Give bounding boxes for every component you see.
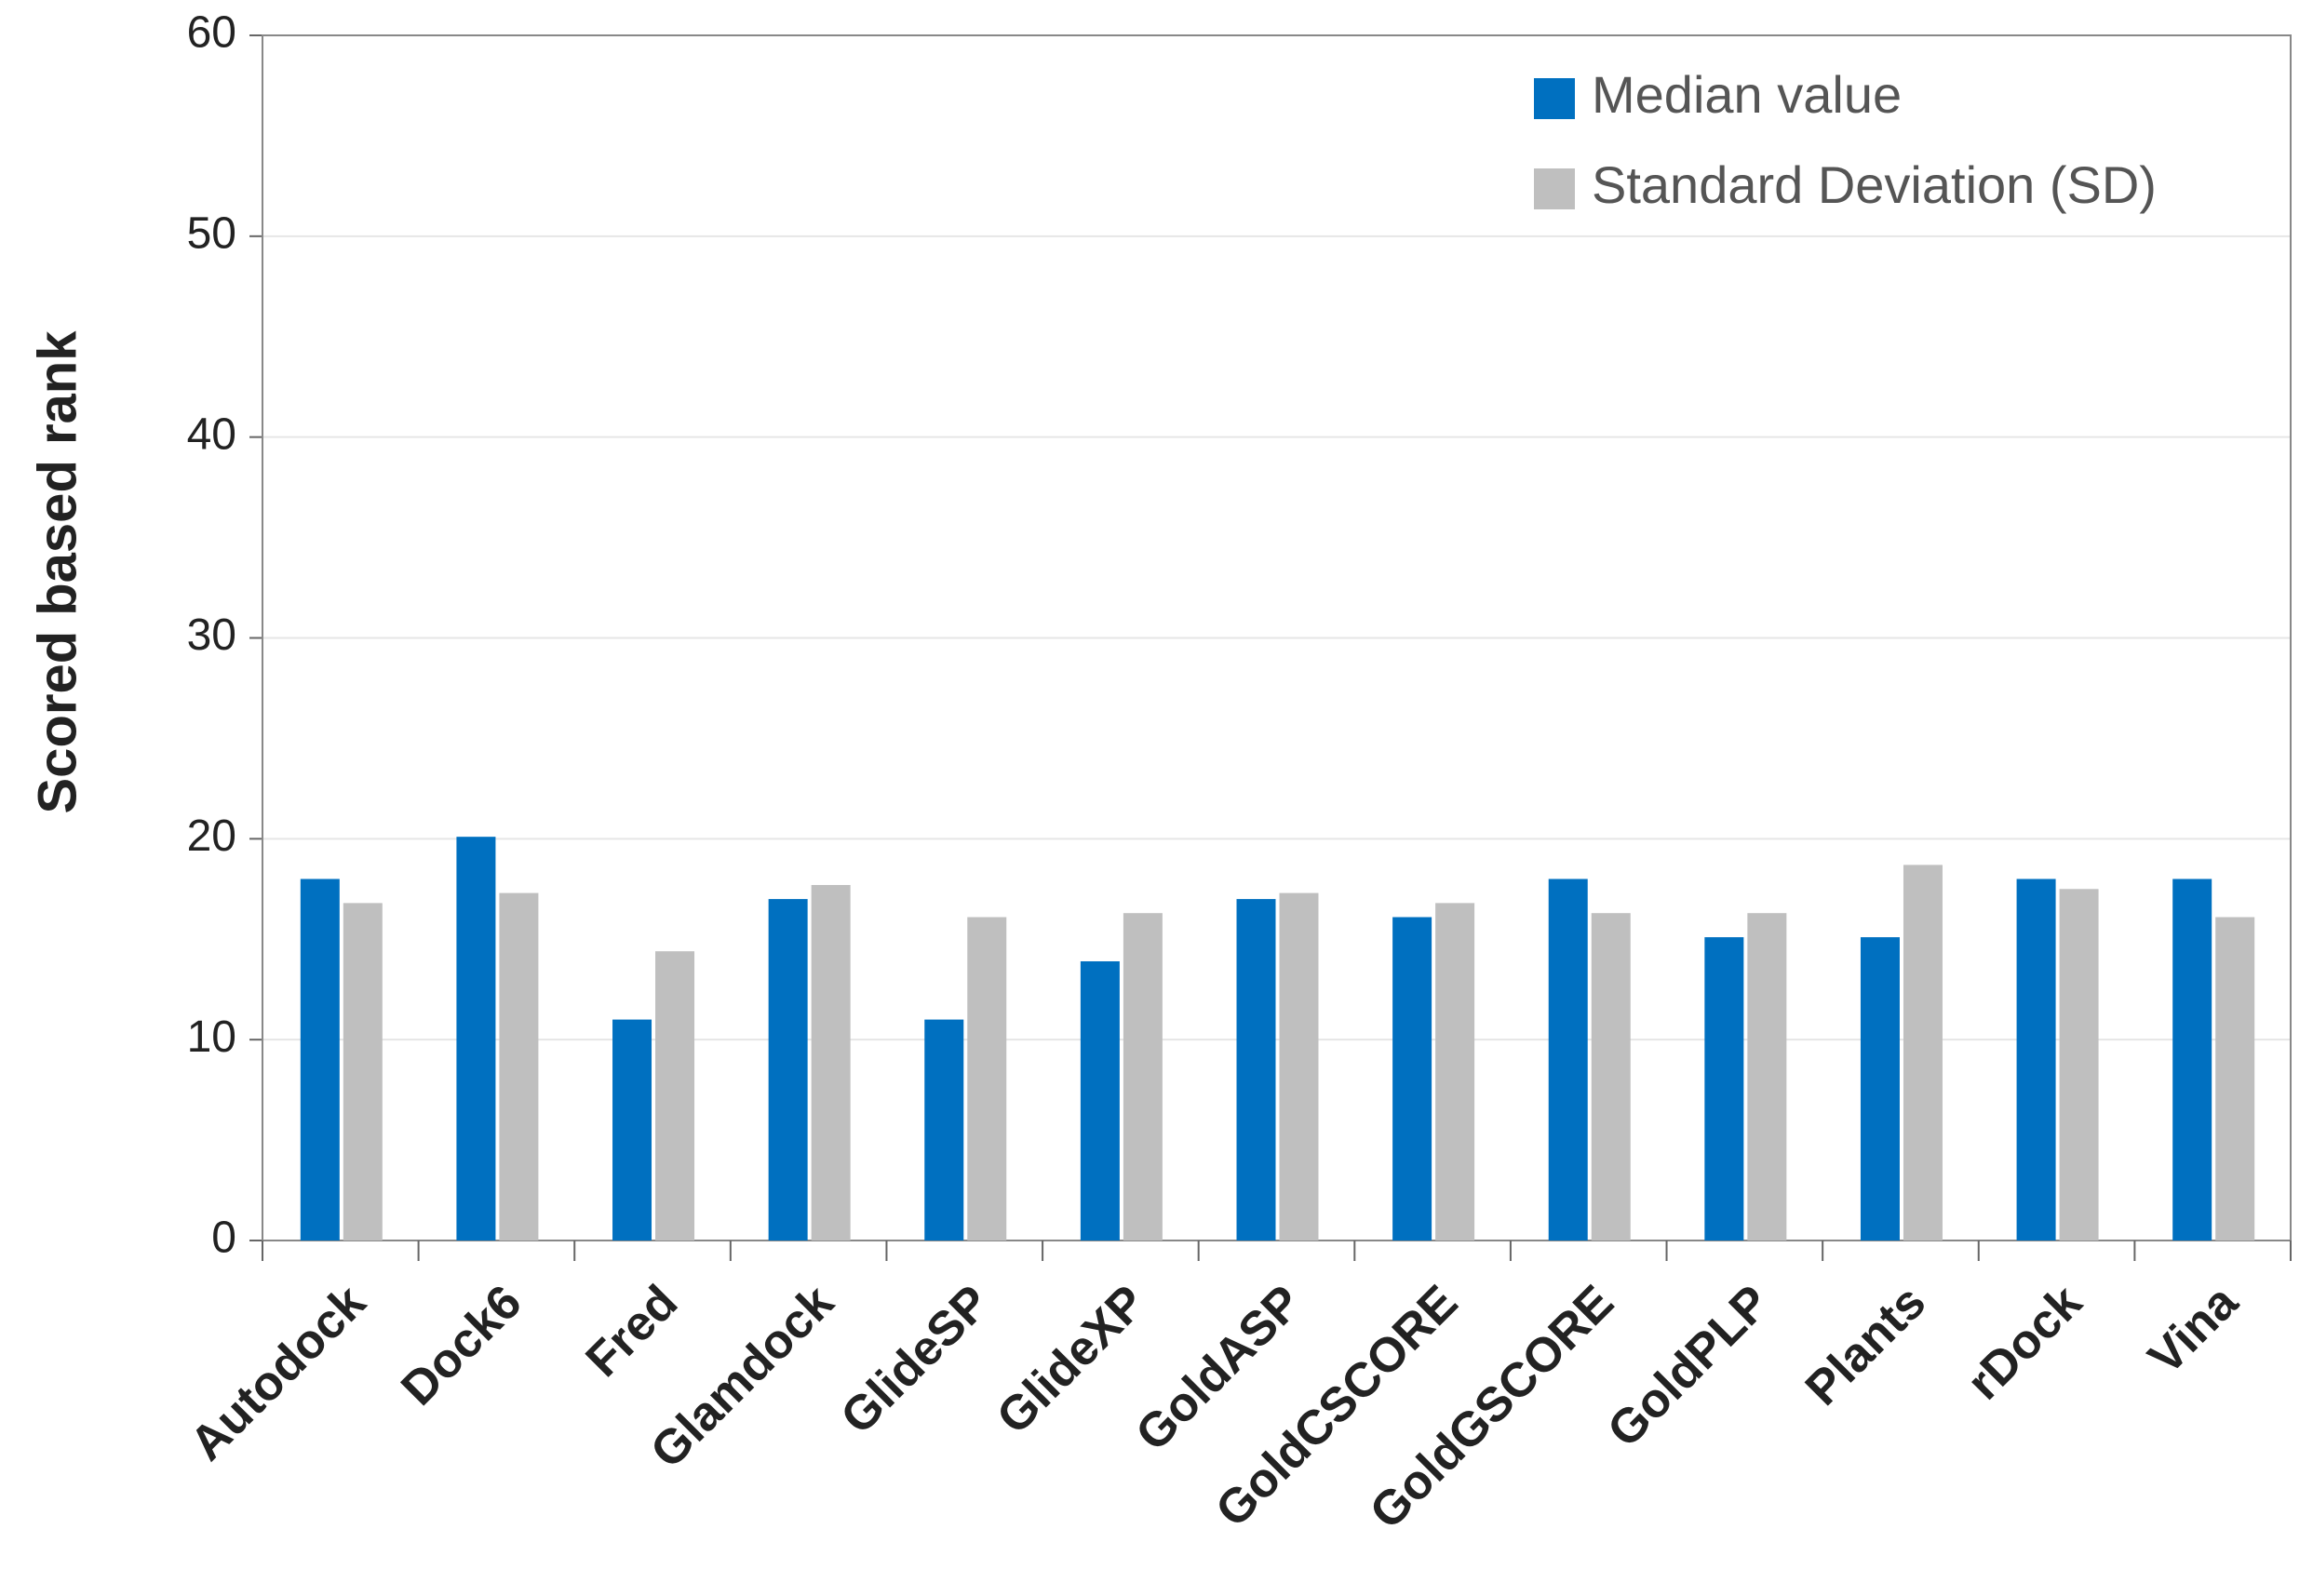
bar (1435, 903, 1475, 1241)
y-tick-label: 60 (187, 8, 236, 58)
legend-label: Median value (1592, 65, 1902, 124)
bar (1236, 899, 1276, 1241)
y-axis-title: Scored based rank (27, 330, 87, 814)
x-tick-label: Vina (2138, 1274, 2249, 1385)
bar (655, 951, 695, 1241)
x-tick-label: rDock (1957, 1275, 2092, 1410)
bar (2172, 878, 2212, 1241)
bar (343, 903, 383, 1241)
bar (2016, 878, 2056, 1241)
x-tick-label: GlideSP (830, 1275, 1000, 1444)
bar (2215, 917, 2255, 1241)
y-tick-label: 40 (187, 409, 236, 459)
bar (768, 899, 808, 1241)
bar (1860, 937, 1900, 1241)
bar (1903, 865, 1943, 1241)
y-tick-label: 30 (187, 610, 236, 660)
y-tick-label: 20 (187, 811, 236, 861)
legend-swatch (1534, 78, 1575, 119)
x-tick-label: Fred (576, 1275, 689, 1388)
bar (2059, 889, 2099, 1241)
plot-frame (262, 34, 2292, 1241)
bar (612, 1019, 652, 1241)
bar (499, 892, 539, 1241)
bar (456, 837, 496, 1241)
bar (967, 917, 1007, 1241)
legend-swatch (1534, 168, 1575, 209)
x-tick-label: Dock6 (391, 1275, 531, 1415)
bar (1392, 917, 1432, 1241)
x-tick-label: Plants (1795, 1275, 1936, 1415)
bar (1548, 878, 1588, 1241)
y-tick-label: 0 (211, 1214, 236, 1263)
x-tick-label: Autodock (180, 1275, 376, 1471)
bar (300, 878, 340, 1241)
bar (1591, 913, 1631, 1241)
y-tick-label: 50 (187, 209, 236, 259)
x-tick-label: GoldPLP (1597, 1275, 1780, 1457)
bar (1747, 913, 1787, 1241)
bar (924, 1019, 964, 1241)
bar (1704, 937, 1744, 1241)
y-tick-label: 10 (187, 1013, 236, 1062)
bar (1123, 913, 1163, 1241)
legend-label: Standard Deviation (SD) (1592, 155, 2157, 214)
bar (811, 884, 851, 1241)
bar (1080, 960, 1120, 1241)
bar (1279, 892, 1319, 1241)
